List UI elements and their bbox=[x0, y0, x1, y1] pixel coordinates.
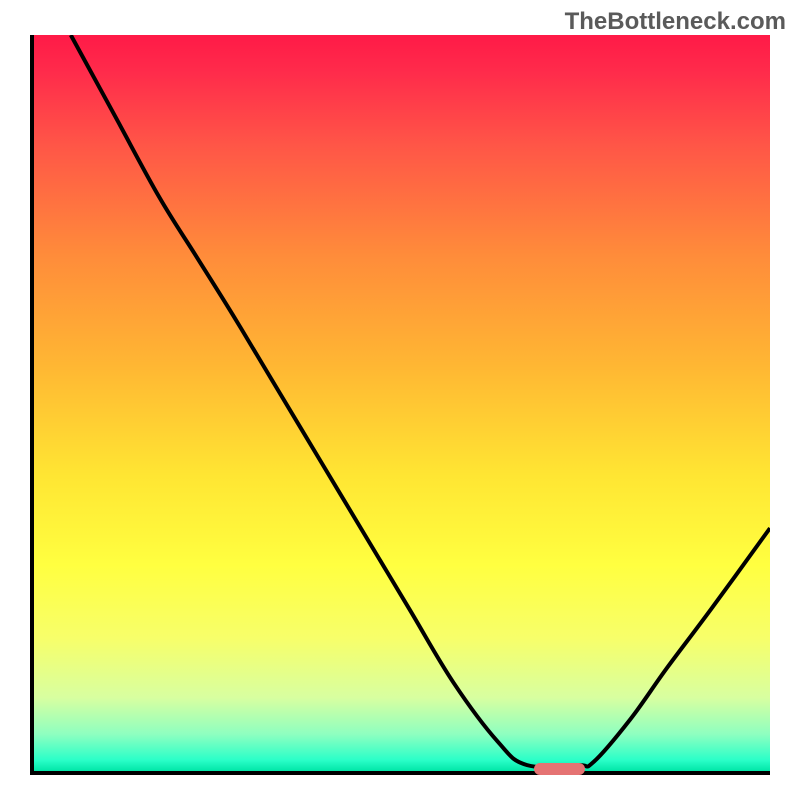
plot-area bbox=[30, 35, 770, 775]
optimal-marker bbox=[534, 763, 586, 775]
watermark-text: TheBottleneck.com bbox=[565, 8, 786, 36]
bottleneck-curve bbox=[34, 35, 770, 771]
